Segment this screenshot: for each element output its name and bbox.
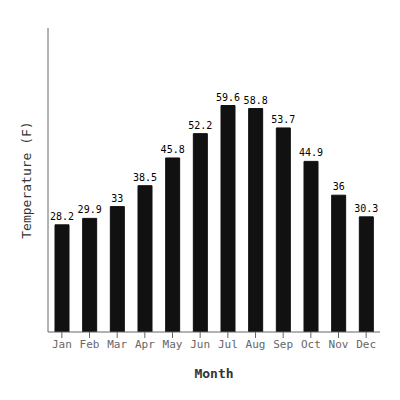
svg-text:Jun: Jun bbox=[190, 338, 210, 351]
svg-text:28.2: 28.2 bbox=[50, 211, 74, 222]
svg-text:36: 36 bbox=[333, 181, 345, 192]
svg-text:Month: Month bbox=[194, 366, 233, 381]
svg-text:45.8: 45.8 bbox=[161, 144, 185, 155]
svg-text:May: May bbox=[163, 338, 183, 351]
svg-text:Nov: Nov bbox=[329, 338, 349, 351]
svg-text:44.9: 44.9 bbox=[299, 147, 323, 158]
svg-text:29.9: 29.9 bbox=[78, 204, 102, 215]
svg-text:Jan: Jan bbox=[52, 338, 72, 351]
svg-text:Temperature (F): Temperature (F) bbox=[19, 121, 34, 238]
svg-text:38.5: 38.5 bbox=[133, 172, 157, 183]
svg-text:52.2: 52.2 bbox=[188, 120, 212, 131]
svg-text:58.8: 58.8 bbox=[244, 95, 268, 106]
svg-text:30.3: 30.3 bbox=[354, 203, 378, 214]
svg-text:Aug: Aug bbox=[246, 338, 266, 351]
svg-text:59.6: 59.6 bbox=[216, 92, 240, 103]
svg-text:Oct: Oct bbox=[301, 338, 321, 351]
svg-text:Feb: Feb bbox=[80, 338, 100, 351]
svg-text:53.7: 53.7 bbox=[271, 114, 295, 125]
svg-text:Apr: Apr bbox=[135, 338, 155, 351]
svg-text:Jul: Jul bbox=[218, 338, 238, 351]
svg-text:Mar: Mar bbox=[107, 338, 127, 351]
svg-text:Sep: Sep bbox=[273, 338, 293, 351]
svg-text:Dec: Dec bbox=[356, 338, 376, 351]
svg-text:33: 33 bbox=[111, 193, 123, 204]
